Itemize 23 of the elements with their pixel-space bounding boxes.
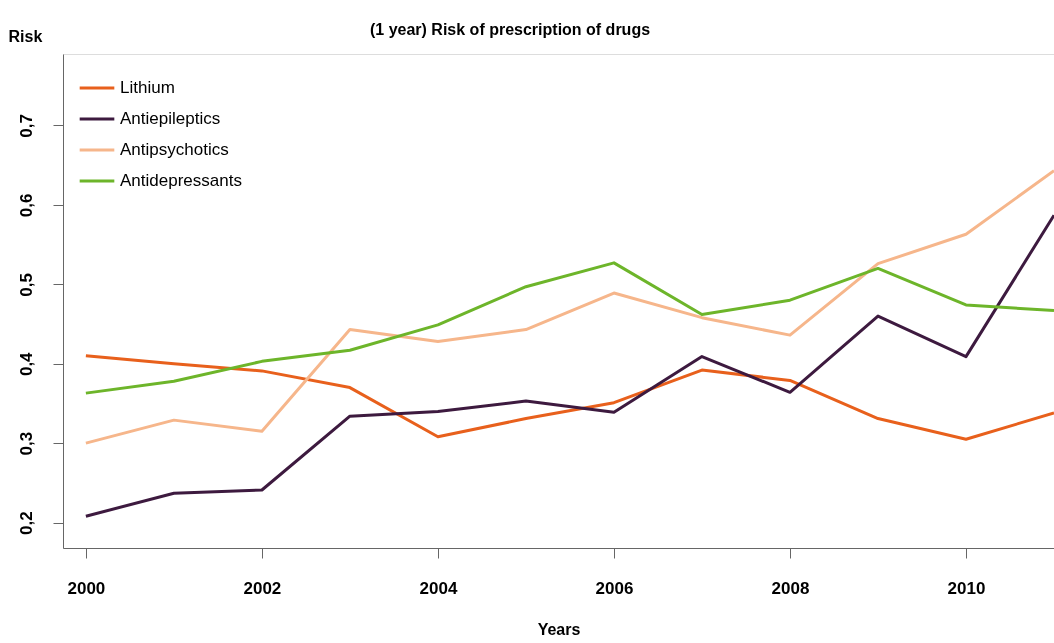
line-series: [84, 261, 1054, 395]
x-tick-label: 2002: [243, 578, 282, 598]
y-tick-label: 0,5: [16, 273, 36, 297]
x-tick-label: 2008: [771, 578, 810, 598]
y-tick-label: 0,3: [16, 431, 36, 456]
x-tick-label: 2004: [419, 578, 458, 598]
x-tick-label: 2006: [595, 578, 634, 598]
y-tick-label: 0,6: [16, 193, 36, 218]
chart-title: (1 year) Risk of prescription of drugs: [370, 21, 651, 38]
y-tick-label: 0,4: [16, 351, 36, 377]
y-tick-label: 0,2: [16, 511, 36, 535]
legend-label: Antidepressants: [120, 171, 242, 190]
x-axis-title: Years: [537, 620, 581, 638]
line-series: [84, 354, 1054, 441]
x-tick-label: 2000: [67, 578, 106, 598]
y-tick-label: 0,7: [16, 114, 36, 138]
y-axis-title: Risk: [8, 27, 43, 45]
legend-label: Lithium: [120, 78, 175, 97]
legend-label: Antiepileptics: [120, 109, 221, 128]
line-series: [84, 169, 1054, 445]
x-tick-label: 2010: [947, 578, 986, 598]
legend-label: Antipsychotics: [120, 140, 229, 159]
line-series: [84, 213, 1054, 518]
